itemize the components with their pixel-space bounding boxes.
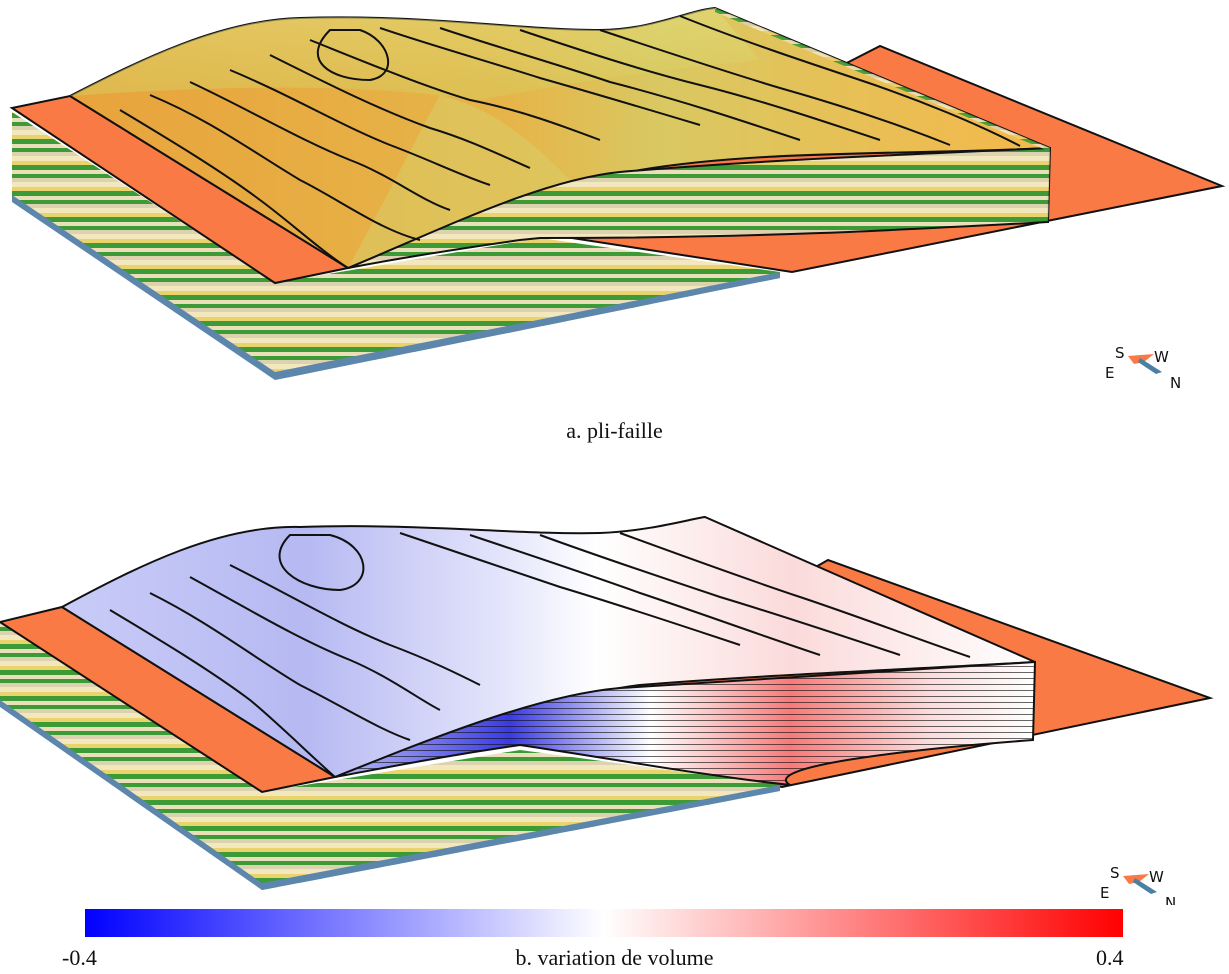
compass-south-label: S	[1110, 864, 1120, 882]
panel-b-volume-variation: S W E N	[0, 505, 1229, 905]
compass-west-label: W	[1149, 868, 1164, 886]
compass-east-label: E	[1105, 364, 1114, 382]
block-right-side	[275, 238, 780, 380]
colorbar	[85, 909, 1123, 937]
block-diagram-a: S W E N	[9, 6, 1226, 392]
colorbar-max-label: 0.4	[1096, 945, 1124, 970]
compass-b: S W E N	[1100, 864, 1176, 905]
block-diagram-b: S W E N	[0, 515, 1214, 905]
colorbar-min-label: -0.4	[62, 945, 97, 970]
fold-hinge-overlay	[70, 8, 760, 100]
compass-north-label: N	[1170, 374, 1181, 392]
compass-north-label: N	[1165, 894, 1176, 905]
compass-south-label: S	[1115, 344, 1125, 362]
compass-east-label: E	[1100, 884, 1109, 902]
block-front-side-b	[0, 622, 262, 890]
compass-a: S W E N	[1105, 344, 1181, 392]
volume-front-lines	[335, 662, 1035, 785]
caption-b: b. variation de volume	[515, 945, 714, 970]
contour-lines-b	[109, 532, 971, 778]
caption-a: a. pli-faille	[566, 418, 663, 443]
blue-base-layer-b	[0, 700, 780, 890]
fold-ramp-overlay	[348, 95, 570, 268]
contour-lines-a	[119, 15, 1021, 269]
compass-west-label: W	[1154, 348, 1169, 366]
block-front-side	[12, 112, 275, 380]
block-right-side-b	[262, 750, 780, 890]
panel-a-fault-fold: S W E N	[0, 0, 1229, 400]
